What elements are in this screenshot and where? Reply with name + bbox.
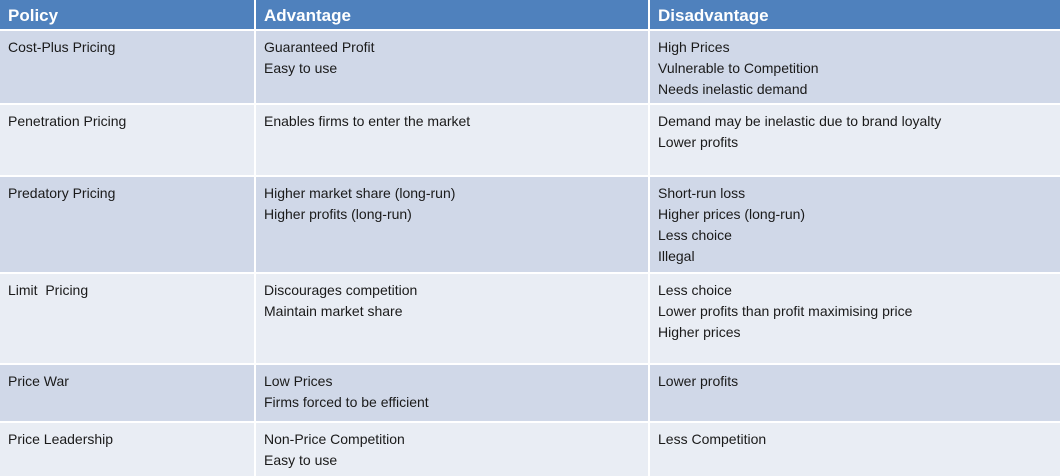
advantage-item: Discourages competition xyxy=(264,282,418,298)
policy-cell: Penetration Pricing xyxy=(0,103,256,176)
disadvantage-item: Higher prices (long-run) xyxy=(658,206,806,222)
advantage-cell: Guaranteed Profit Easy to use xyxy=(255,29,650,104)
table-row: Limit Pricing Discourages competition Ma… xyxy=(0,272,1060,364)
disadvantage-item: Demand may be inelastic due to brand loy… xyxy=(658,113,942,129)
disadvantage-item: Needs inelastic demand xyxy=(658,81,808,97)
advantage-item: Low Prices xyxy=(264,373,333,389)
advantage-cell: Non-Price Competition Easy to use xyxy=(255,421,650,476)
disadvantage-item: High Prices xyxy=(658,39,730,55)
advantage-cell: Enables firms to enter the market xyxy=(255,103,650,176)
table-row: Cost-Plus Pricing Guaranteed Profit Easy… xyxy=(0,29,1060,104)
table-row: Predatory Pricing Higher market share (l… xyxy=(0,175,1060,273)
advantage-cell: Discourages competition Maintain market … xyxy=(255,272,650,364)
disadvantage-item: Higher prices xyxy=(658,324,741,340)
policy-name: Cost-Plus Pricing xyxy=(8,39,116,55)
header-disadvantage: Disadvantage xyxy=(649,0,1060,30)
disadvantage-item: Lower profits xyxy=(658,373,739,389)
disadvantage-item: Less choice xyxy=(658,227,732,243)
advantage-cell: Low Prices Firms forced to be efficient xyxy=(255,363,650,422)
disadvantage-cell: Less choice Lower profits than profit ma… xyxy=(649,272,1060,364)
policy-name: Predatory Pricing xyxy=(8,185,116,201)
advantage-cell: Higher market share (long-run) Higher pr… xyxy=(255,175,650,273)
advantage-item: Higher market share (long-run) xyxy=(264,185,456,201)
disadvantage-item: Less choice xyxy=(658,282,732,298)
disadvantage-cell: Less Competition xyxy=(649,421,1060,476)
policy-cell: Limit Pricing xyxy=(0,272,256,364)
advantage-item: Easy to use xyxy=(264,452,338,468)
disadvantage-cell: Lower profits xyxy=(649,363,1060,422)
disadvantage-cell: High Prices Vulnerable to Competition Ne… xyxy=(649,29,1060,104)
disadvantage-cell: Short-run loss Higher prices (long-run) … xyxy=(649,175,1060,273)
advantage-item: Non-Price Competition xyxy=(264,431,405,447)
advantage-item: Guaranteed Profit xyxy=(264,39,375,55)
policy-name: Penetration Pricing xyxy=(8,113,127,129)
policy-name: Price Leadership xyxy=(8,431,114,447)
policy-name: Price War xyxy=(8,373,69,389)
policy-cell: Predatory Pricing xyxy=(0,175,256,273)
disadvantage-item: Lower profits xyxy=(658,134,739,150)
header-row: Policy Advantage Disadvantage xyxy=(0,0,1060,30)
policy-cell: Price War xyxy=(0,363,256,422)
table-row: Price Leadership Non-Price Competition E… xyxy=(0,421,1060,476)
disadvantage-item: Illegal xyxy=(658,248,695,264)
policy-name: Limit Pricing xyxy=(8,282,89,298)
disadvantage-item: Short-run loss xyxy=(658,185,746,201)
disadvantage-cell: Demand may be inelastic due to brand loy… xyxy=(649,103,1060,176)
table-row: Price War Low Prices Firms forced to be … xyxy=(0,363,1060,422)
advantage-item: Easy to use xyxy=(264,60,338,76)
header-advantage: Advantage xyxy=(255,0,650,30)
advantage-item: Higher profits (long-run) xyxy=(264,206,412,222)
advantage-item: Enables firms to enter the market xyxy=(264,113,471,129)
advantage-item: Maintain market share xyxy=(264,303,403,319)
disadvantage-item: Lower profits than profit maximising pri… xyxy=(658,303,913,319)
policy-cell: Price Leadership xyxy=(0,421,256,476)
header-policy: Policy xyxy=(0,0,256,30)
advantage-item: Firms forced to be efficient xyxy=(264,394,429,410)
disadvantage-item: Less Competition xyxy=(658,431,767,447)
policy-cell: Cost-Plus Pricing xyxy=(0,29,256,104)
disadvantage-item: Vulnerable to Competition xyxy=(658,60,819,76)
table-row: Penetration Pricing Enables firms to ent… xyxy=(0,103,1060,176)
